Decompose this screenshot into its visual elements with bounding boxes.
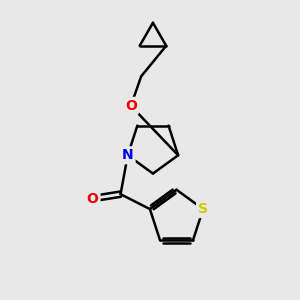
Text: S: S (198, 202, 208, 216)
Text: O: O (87, 192, 98, 206)
Text: N: N (122, 148, 134, 162)
Text: O: O (125, 99, 137, 113)
